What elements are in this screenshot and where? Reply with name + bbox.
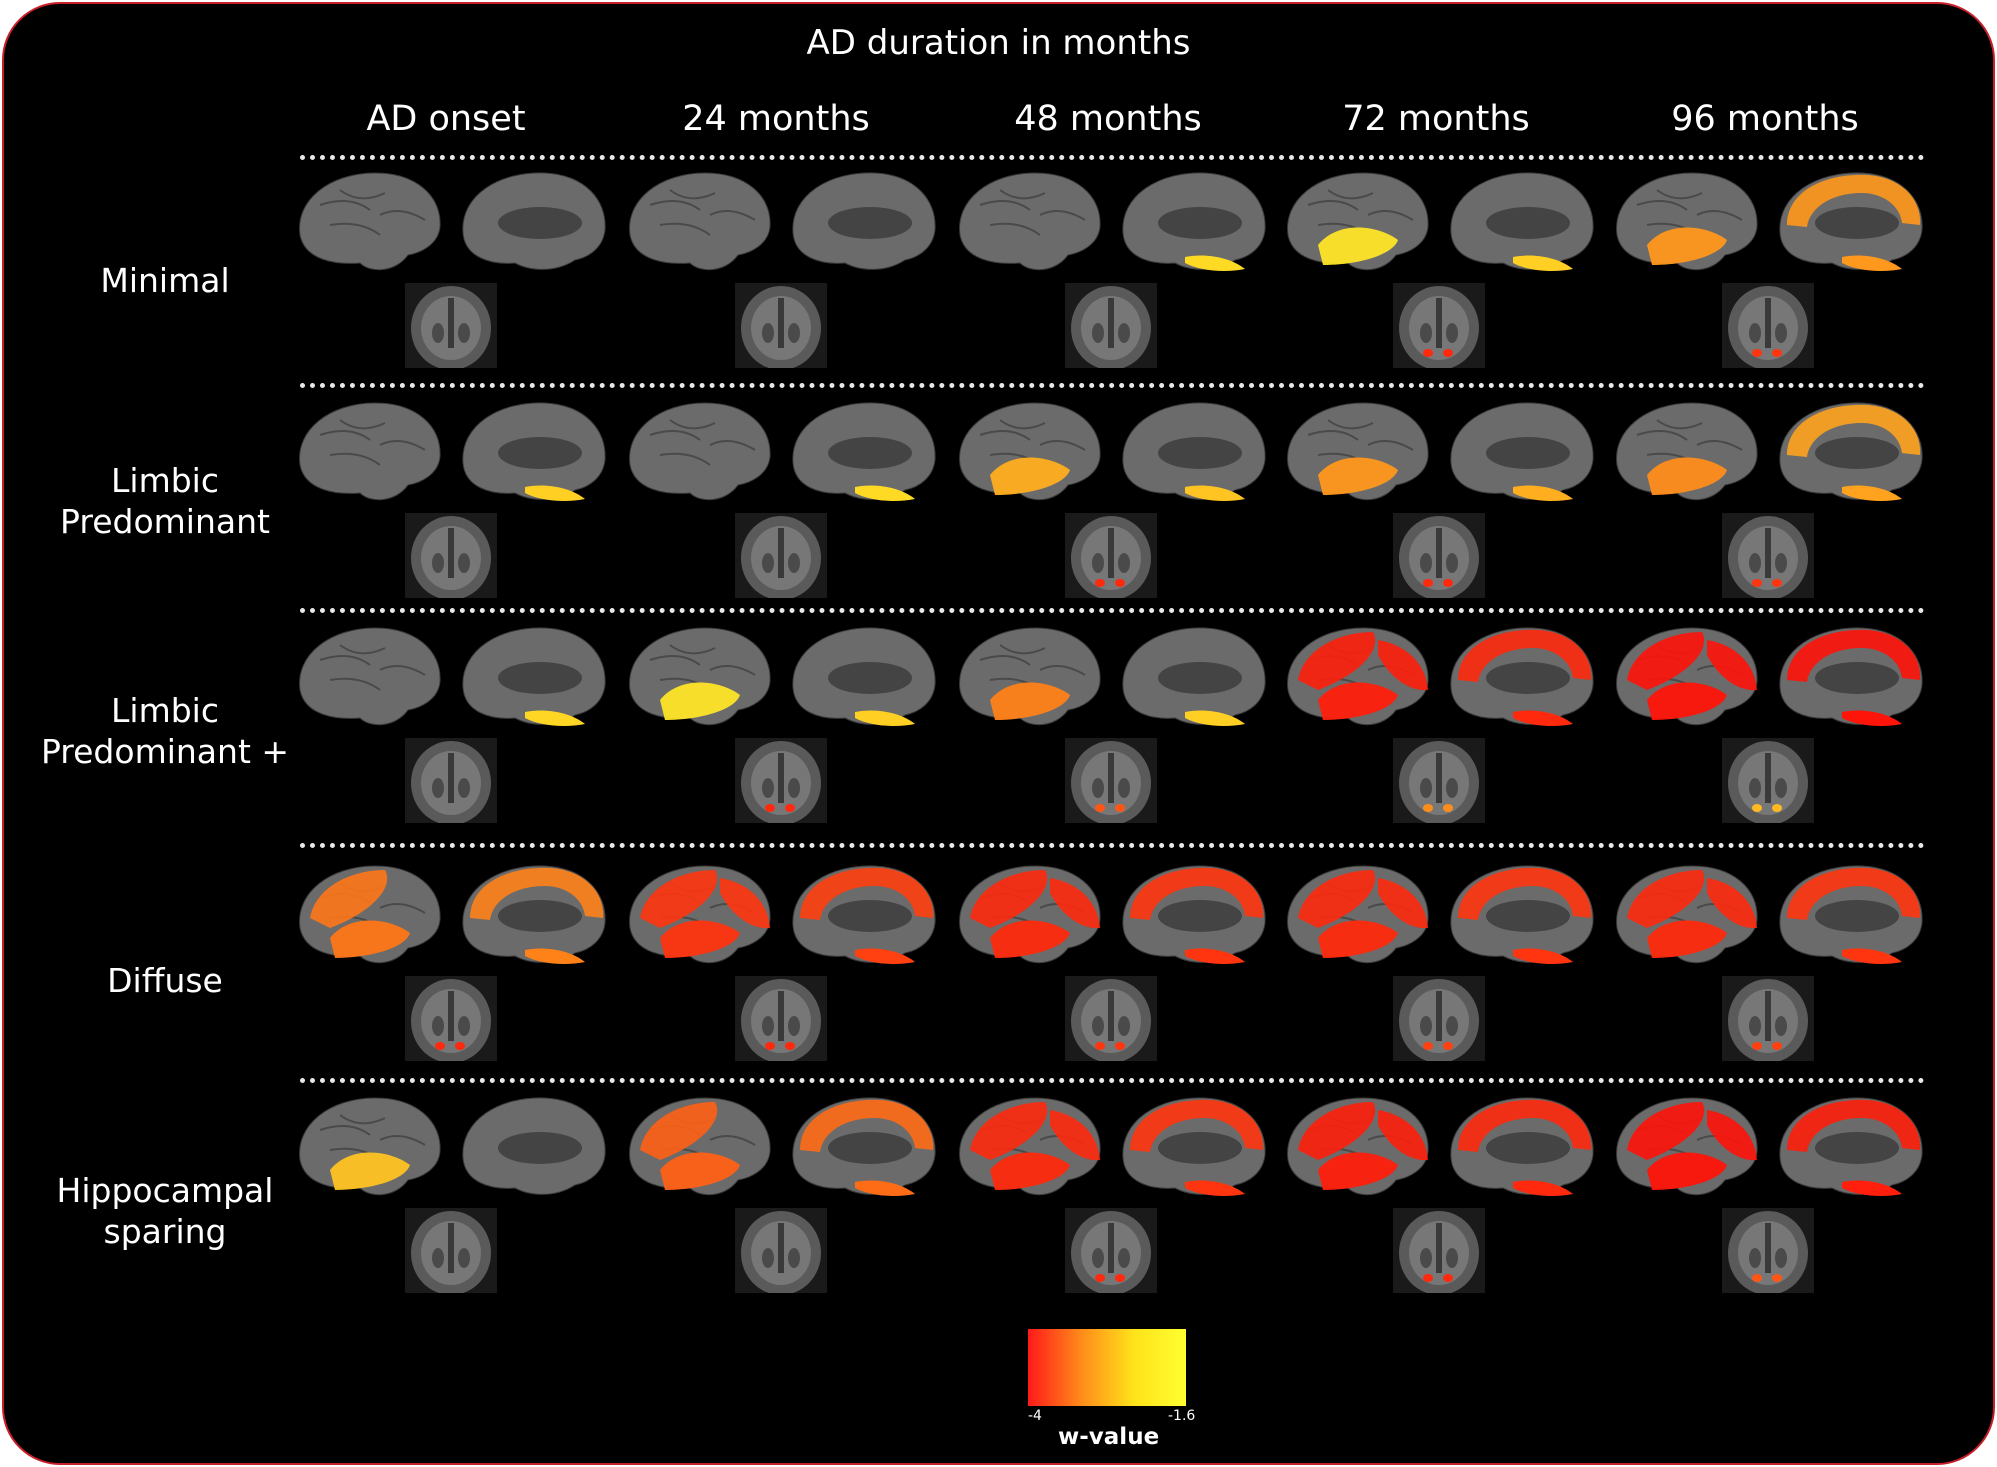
lateral-brain-view (299, 865, 441, 964)
medial-brain-view (462, 402, 606, 501)
coronal-slice-view (1722, 513, 1814, 598)
colorbar-max-label: -1.6 (1168, 1408, 1196, 1424)
lateral-brain-view (1616, 1097, 1758, 1196)
medial-brain-view (792, 865, 936, 964)
coronal-slice-view (1065, 1208, 1157, 1293)
row-label-minimal: Minimal (100, 261, 230, 300)
coronal-slice-view (1722, 283, 1814, 368)
medial-brain-view (462, 1097, 606, 1195)
coronal-slice-view (1393, 976, 1485, 1061)
medial-brain-view (1450, 402, 1594, 501)
medial-brain-view (1450, 1097, 1594, 1196)
row-separator (300, 608, 1925, 613)
lateral-brain-view (629, 1097, 771, 1196)
lateral-brain-view (959, 627, 1101, 726)
medial-brain-view (1450, 627, 1594, 726)
lateral-brain-view (299, 402, 441, 501)
medial-brain-view (1122, 172, 1266, 271)
lateral-brain-view (299, 1097, 441, 1196)
row-separator (300, 1078, 1925, 1083)
lateral-brain-view (299, 172, 441, 271)
medial-brain-view (792, 402, 936, 501)
colorbar-title: w-value (1058, 1424, 1160, 1450)
row-separator (300, 155, 1925, 160)
coronal-slice-view (405, 513, 497, 598)
medial-brain-view (462, 627, 606, 726)
coronal-slice-view (735, 738, 827, 823)
figure-title: AD duration in months (806, 23, 1191, 63)
column-label-ad-onset: AD onset (366, 99, 526, 139)
lateral-brain-view (1287, 1097, 1429, 1196)
medial-brain-view (792, 172, 936, 270)
coronal-slice-view (1393, 738, 1485, 823)
column-label-96-months: 96 months (1671, 99, 1859, 139)
coronal-slice-view (735, 1208, 827, 1293)
medial-brain-view (1779, 172, 1923, 271)
lateral-brain-view (1616, 172, 1758, 271)
medial-brain-view (1122, 865, 1266, 964)
coronal-slice-view (1065, 283, 1157, 368)
medial-brain-view (1450, 865, 1594, 964)
medial-brain-view (792, 1097, 936, 1196)
row-label-limbic-predominant-plus: Limbic Predominant + (40, 691, 290, 772)
coronal-slice-view (1722, 738, 1814, 823)
coronal-slice-view (1065, 513, 1157, 598)
lateral-brain-view (629, 865, 771, 964)
colorbar-min-label: -4 (1028, 1408, 1042, 1424)
lateral-brain-view (959, 402, 1101, 501)
coronal-slice-view (1393, 283, 1485, 368)
coronal-slice-view (1722, 976, 1814, 1061)
lateral-brain-view (959, 172, 1101, 271)
lateral-brain-view (629, 172, 771, 271)
medial-brain-view (462, 172, 606, 270)
lateral-brain-view (1287, 172, 1429, 271)
coronal-slice-view (405, 738, 497, 823)
row-separator (300, 843, 1925, 848)
lateral-brain-view (629, 402, 771, 501)
coronal-slice-view (1393, 513, 1485, 598)
lateral-brain-view (629, 627, 771, 726)
lateral-brain-view (1616, 865, 1758, 964)
coronal-slice-view (405, 976, 497, 1061)
coronal-slice-view (735, 976, 827, 1061)
colorbar (1028, 1329, 1186, 1406)
coronal-slice-view (1065, 738, 1157, 823)
medial-brain-view (1779, 627, 1923, 726)
coronal-slice-view (405, 1208, 497, 1293)
coronal-slice-view (1393, 1208, 1485, 1293)
lateral-brain-view (1616, 402, 1758, 501)
medial-brain-view (1122, 402, 1266, 501)
medial-brain-view (1450, 172, 1594, 271)
lateral-brain-view (959, 1097, 1101, 1196)
medial-brain-view (462, 865, 606, 964)
lateral-brain-view (1616, 627, 1758, 726)
row-separator (300, 383, 1925, 388)
coronal-slice-view (735, 513, 827, 598)
medial-brain-view (1122, 1097, 1266, 1196)
coronal-slice-view (1065, 976, 1157, 1061)
medial-brain-view (1779, 865, 1923, 964)
column-label-72-months: 72 months (1342, 99, 1530, 139)
row-label-diffuse: Diffuse (107, 961, 223, 1000)
medial-brain-view (1779, 1097, 1923, 1196)
medial-brain-view (1779, 402, 1923, 501)
coronal-slice-view (735, 283, 827, 368)
lateral-brain-view (1287, 865, 1429, 964)
medial-brain-view (792, 627, 936, 726)
medial-brain-view (1122, 627, 1266, 726)
lateral-brain-view (1287, 627, 1429, 726)
lateral-brain-view (959, 865, 1101, 964)
lateral-brain-view (299, 627, 441, 726)
coronal-slice-view (1722, 1208, 1814, 1293)
row-label-limbic-predominant: Limbic Predominant (60, 461, 270, 542)
row-label-hippocampal-sparing: Hippocampal sparing (56, 1171, 274, 1252)
column-label-48-months: 48 months (1014, 99, 1202, 139)
coronal-slice-view (405, 283, 497, 368)
lateral-brain-view (1287, 402, 1429, 501)
column-label-24-months: 24 months (682, 99, 870, 139)
